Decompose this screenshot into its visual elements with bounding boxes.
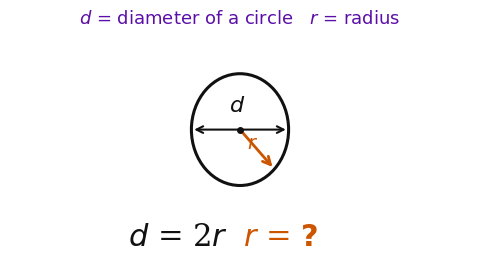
Text: $r$: $r$ [247, 136, 258, 153]
Text: $\mathit{d}$ = 2$\mathit{r}$: $\mathit{d}$ = 2$\mathit{r}$ [128, 222, 228, 253]
Text: $\mathit{d}$ = diameter of a circle   $\mathit{r}$ = radius: $\mathit{d}$ = diameter of a circle $\ma… [79, 10, 401, 28]
Text: $\mathit{r}$ = $\mathbf{?}$: $\mathit{r}$ = $\mathbf{?}$ [243, 222, 318, 253]
Text: $d$: $d$ [229, 96, 245, 117]
